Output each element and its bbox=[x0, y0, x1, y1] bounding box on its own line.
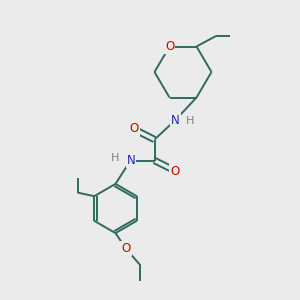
Text: O: O bbox=[130, 122, 139, 135]
Text: O: O bbox=[122, 242, 130, 255]
Text: N: N bbox=[127, 154, 136, 167]
Text: N: N bbox=[171, 113, 180, 127]
Text: O: O bbox=[165, 40, 174, 53]
Text: H: H bbox=[111, 153, 119, 163]
Text: O: O bbox=[170, 165, 179, 178]
Text: H: H bbox=[186, 116, 194, 127]
